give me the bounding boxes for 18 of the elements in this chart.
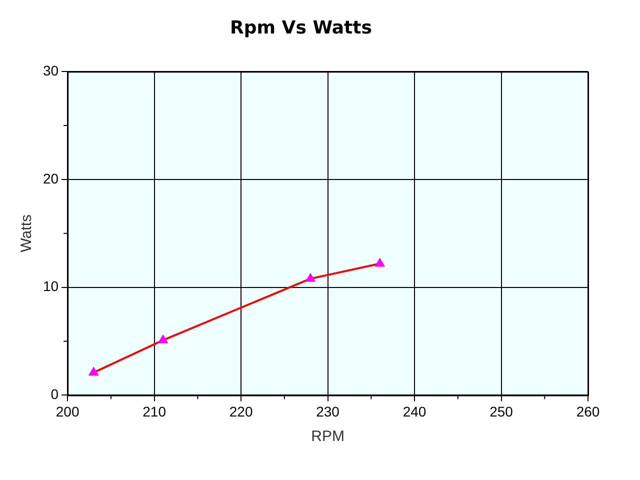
- x-tick-label: 200: [56, 403, 80, 420]
- point: [89, 368, 98, 376]
- x-tick-label: 260: [576, 403, 600, 420]
- x-tick-label: 240: [402, 403, 426, 420]
- y-axis-title: Watts: [18, 214, 36, 252]
- x-tick-label: 210: [142, 403, 166, 420]
- y-tick-label: 30: [42, 62, 59, 78]
- x-tick-label: 230: [316, 403, 340, 420]
- x-tick-label: 250: [490, 403, 514, 420]
- x-axis-title: RPM: [311, 428, 344, 446]
- y-tick-label: 20: [42, 170, 59, 186]
- point: [306, 274, 315, 282]
- y-tick-label: 0: [50, 386, 59, 402]
- y-tick-label: 10: [42, 278, 59, 294]
- point: [158, 335, 168, 344]
- point: [375, 258, 384, 267]
- x-tick-label: 220: [229, 403, 253, 420]
- chart-title: Rpm Vs Watts: [230, 17, 372, 38]
